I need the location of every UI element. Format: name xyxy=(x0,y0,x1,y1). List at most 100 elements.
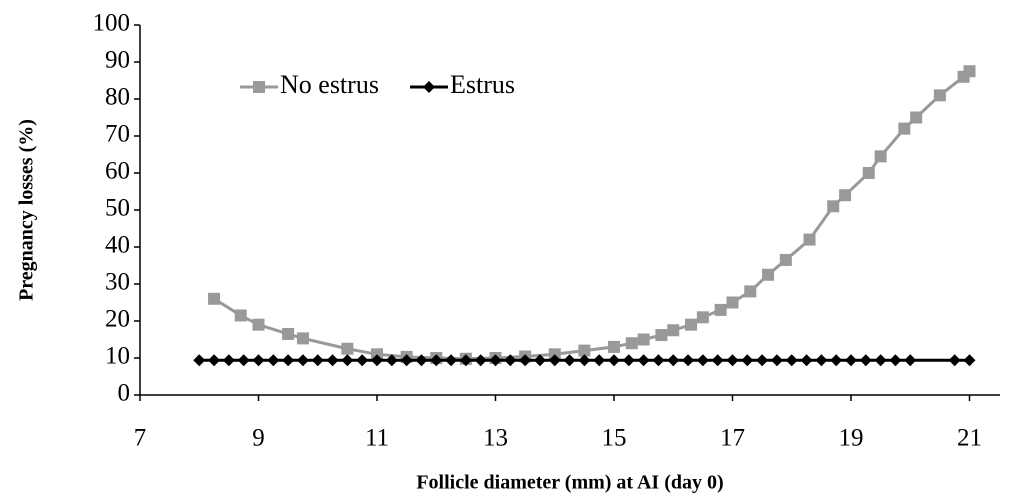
marker xyxy=(803,233,816,246)
marker xyxy=(637,354,650,367)
x-tick-label: 11 xyxy=(365,425,389,452)
marker xyxy=(296,354,309,367)
marker xyxy=(741,354,754,367)
marker xyxy=(756,354,769,367)
y-tick-label: 70 xyxy=(105,121,130,148)
marker xyxy=(696,311,709,324)
y-tick-label: 50 xyxy=(105,195,130,222)
marker xyxy=(779,253,792,266)
marker xyxy=(667,354,680,367)
marker xyxy=(208,354,221,367)
marker xyxy=(222,354,235,367)
marker xyxy=(489,354,502,367)
marker xyxy=(504,354,517,367)
marker xyxy=(423,81,435,93)
marker xyxy=(963,65,976,78)
y-tick-label: 20 xyxy=(105,306,130,333)
y-tick-label: 30 xyxy=(105,269,130,296)
marker xyxy=(578,354,591,367)
marker xyxy=(608,340,620,353)
marker xyxy=(311,354,324,367)
marker xyxy=(356,354,369,367)
x-tick-label: 19 xyxy=(839,425,864,452)
marker xyxy=(208,292,221,305)
marker xyxy=(874,150,887,163)
marker xyxy=(827,200,840,213)
marker xyxy=(696,354,709,367)
marker xyxy=(830,354,843,367)
marker xyxy=(667,324,680,337)
marker xyxy=(282,327,295,340)
marker xyxy=(341,342,354,355)
y-tick-label: 60 xyxy=(105,158,130,185)
marker xyxy=(253,81,265,93)
marker xyxy=(862,167,875,179)
marker xyxy=(800,354,813,367)
marker xyxy=(714,303,727,316)
marker xyxy=(933,89,946,102)
marker xyxy=(474,354,487,367)
marker xyxy=(904,354,917,367)
x-tick-label: 9 xyxy=(252,425,265,452)
marker xyxy=(682,354,695,367)
marker xyxy=(341,354,354,367)
marker xyxy=(770,354,783,367)
marker xyxy=(726,354,739,367)
marker xyxy=(762,268,775,281)
marker xyxy=(685,318,698,331)
marker xyxy=(655,329,668,342)
marker xyxy=(282,354,295,367)
marker xyxy=(898,122,911,135)
marker xyxy=(234,309,247,322)
x-tick-label: 7 xyxy=(134,425,147,452)
marker xyxy=(910,111,923,124)
marker xyxy=(608,354,620,367)
y-tick-label: 10 xyxy=(105,343,130,370)
marker xyxy=(652,354,665,367)
y-axis-title: Pregnancy losses (%) xyxy=(16,119,38,301)
marker xyxy=(637,333,650,346)
marker xyxy=(385,354,398,367)
marker xyxy=(874,354,887,367)
y-tick-label: 90 xyxy=(105,47,130,74)
x-tick-label: 13 xyxy=(483,425,508,452)
x-tick-label: 21 xyxy=(957,425,982,452)
marker xyxy=(548,354,561,367)
marker xyxy=(415,354,428,367)
marker xyxy=(593,354,606,367)
marker xyxy=(744,285,757,298)
marker xyxy=(578,344,591,357)
x-tick-label: 17 xyxy=(720,425,745,452)
y-tick-label: 40 xyxy=(105,232,130,259)
y-tick-label: 80 xyxy=(105,84,130,111)
marker xyxy=(519,354,532,367)
marker xyxy=(193,354,206,367)
marker xyxy=(948,354,961,367)
marker xyxy=(533,354,546,367)
series-line xyxy=(213,70,971,361)
marker xyxy=(839,189,852,202)
x-tick-label: 15 xyxy=(602,425,627,452)
x-axis-title: Follicle diameter (mm) at AI (day 0) xyxy=(416,472,723,494)
marker xyxy=(859,354,872,367)
marker xyxy=(889,354,902,367)
marker xyxy=(711,354,724,367)
y-tick-label: 100 xyxy=(93,10,131,37)
legend-label: No estrus xyxy=(280,70,379,99)
marker xyxy=(625,337,638,350)
marker xyxy=(963,354,976,367)
marker xyxy=(267,354,280,367)
marker xyxy=(430,354,443,367)
y-tick-label: 0 xyxy=(118,380,131,407)
marker xyxy=(371,354,383,367)
marker xyxy=(400,354,413,367)
marker xyxy=(296,332,309,345)
marker xyxy=(252,318,265,331)
marker xyxy=(815,354,828,367)
marker xyxy=(237,354,250,367)
marker xyxy=(845,354,857,367)
legend-label: Estrus xyxy=(450,70,515,99)
marker xyxy=(785,354,798,367)
